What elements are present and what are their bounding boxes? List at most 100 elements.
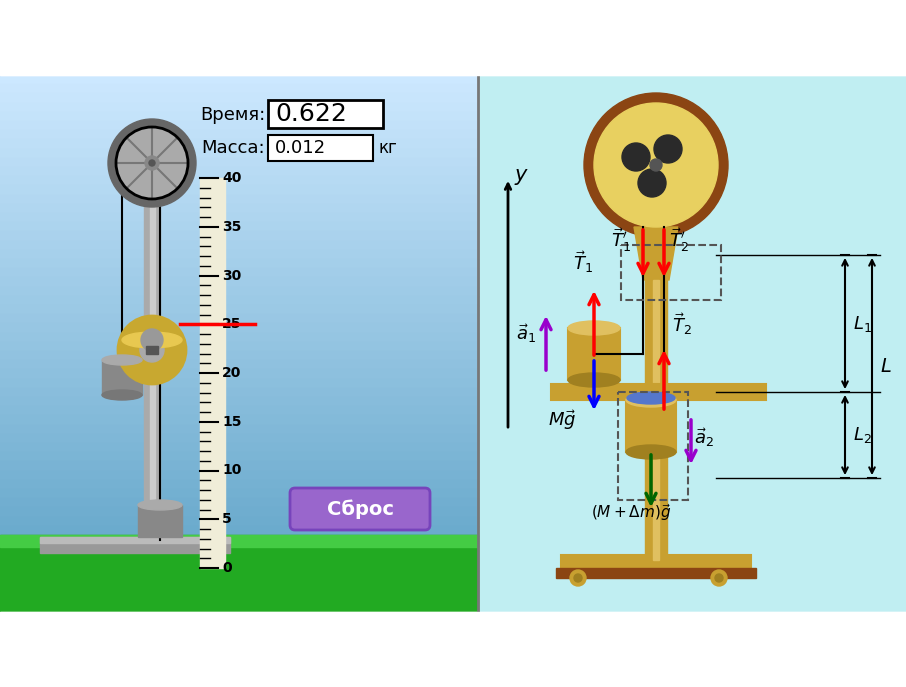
Bar: [568, 328, 620, 380]
Text: $L$: $L$: [880, 357, 892, 376]
Bar: [0, 314, 478, 324]
Text: y: y: [515, 165, 527, 185]
Bar: [102, 360, 142, 395]
Text: 35: 35: [222, 220, 241, 234]
Circle shape: [584, 93, 728, 237]
Bar: [626, 400, 676, 452]
Bar: [0, 167, 478, 177]
FancyBboxPatch shape: [268, 135, 373, 161]
Text: Время:: Время:: [199, 106, 265, 124]
Bar: [0, 612, 906, 687]
Circle shape: [594, 103, 718, 227]
Circle shape: [149, 160, 155, 166]
Ellipse shape: [627, 392, 675, 404]
Ellipse shape: [122, 332, 182, 348]
Text: 15: 15: [222, 415, 242, 429]
Bar: [0, 416, 478, 426]
FancyBboxPatch shape: [268, 100, 383, 128]
Circle shape: [141, 329, 163, 351]
Circle shape: [650, 159, 662, 171]
Bar: [146, 346, 158, 354]
Text: $(M+\Delta m)\vec{g}$: $(M+\Delta m)\vec{g}$: [591, 502, 671, 523]
Bar: [0, 176, 478, 186]
Bar: [0, 360, 478, 370]
Bar: [0, 517, 478, 527]
Text: $\vec{T}_2'$: $\vec{T}_2'$: [669, 226, 689, 254]
Bar: [0, 333, 478, 343]
Circle shape: [570, 570, 586, 586]
Text: $\vec{a}_2$: $\vec{a}_2$: [694, 426, 714, 449]
Ellipse shape: [568, 321, 620, 335]
Bar: [0, 185, 478, 196]
Bar: [0, 324, 478, 334]
Bar: [561, 555, 751, 573]
Bar: [0, 194, 478, 205]
Bar: [645, 280, 667, 560]
Text: 0.012: 0.012: [275, 139, 326, 157]
Bar: [0, 351, 478, 361]
Text: $\vec{a}_1$: $\vec{a}_1$: [516, 322, 536, 345]
Bar: [478, 75, 906, 612]
Circle shape: [654, 135, 682, 163]
Text: 25: 25: [222, 317, 242, 331]
Ellipse shape: [568, 373, 620, 387]
Bar: [40, 537, 230, 543]
Circle shape: [145, 156, 159, 170]
Bar: [0, 75, 478, 85]
Text: 5: 5: [222, 513, 232, 526]
Bar: [144, 145, 160, 540]
Bar: [0, 526, 478, 536]
Bar: [0, 406, 478, 416]
Text: Масса:: Масса:: [201, 139, 265, 157]
Bar: [0, 462, 478, 471]
Bar: [0, 480, 478, 490]
Circle shape: [711, 570, 727, 586]
Bar: [0, 240, 478, 251]
Circle shape: [715, 574, 723, 582]
Circle shape: [116, 127, 188, 199]
Text: $L_1$: $L_1$: [853, 313, 872, 333]
Circle shape: [574, 574, 582, 582]
Bar: [0, 305, 478, 315]
Bar: [653, 280, 659, 560]
Bar: [0, 489, 478, 499]
Bar: [0, 443, 478, 453]
Text: 40: 40: [222, 171, 241, 185]
Polygon shape: [634, 227, 678, 280]
Bar: [0, 471, 478, 481]
Bar: [0, 85, 478, 94]
Bar: [0, 204, 478, 214]
Bar: [0, 286, 478, 297]
Bar: [0, 158, 478, 168]
Ellipse shape: [626, 393, 676, 407]
Circle shape: [118, 316, 186, 384]
Bar: [138, 505, 182, 537]
Bar: [0, 379, 478, 389]
Text: $M\vec{g}$: $M\vec{g}$: [548, 408, 576, 432]
Bar: [0, 397, 478, 407]
Bar: [0, 278, 478, 288]
Bar: [0, 121, 478, 131]
Text: 30: 30: [222, 269, 241, 282]
Circle shape: [108, 119, 196, 207]
Ellipse shape: [102, 390, 142, 400]
Text: $\vec{T}_2$: $\vec{T}_2$: [672, 311, 692, 337]
Text: $\vec{T}_1$: $\vec{T}_1$: [573, 249, 593, 275]
Bar: [0, 387, 478, 398]
Bar: [0, 148, 478, 159]
Bar: [621, 245, 721, 300]
Bar: [0, 508, 478, 517]
Bar: [0, 0, 906, 75]
Bar: [0, 232, 478, 242]
Circle shape: [140, 338, 164, 362]
Bar: [618, 392, 688, 500]
Ellipse shape: [138, 500, 182, 510]
Bar: [0, 535, 478, 547]
Text: 20: 20: [222, 366, 241, 380]
Bar: [0, 259, 478, 269]
Ellipse shape: [102, 355, 142, 365]
Bar: [0, 498, 478, 508]
Bar: [0, 612, 906, 687]
Circle shape: [622, 143, 650, 171]
Text: 0.622: 0.622: [275, 102, 347, 126]
